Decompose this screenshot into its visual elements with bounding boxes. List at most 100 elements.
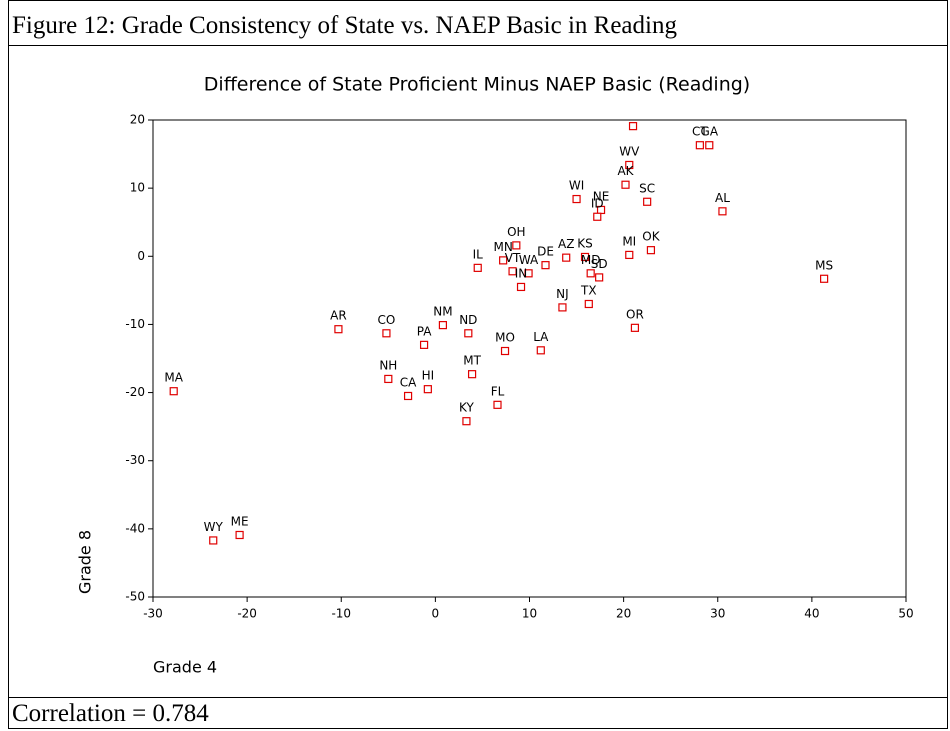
y-tick-label: -50 [125,590,145,604]
point-label: AK [617,164,634,178]
point-label: MT [463,354,481,368]
point-label: MA [164,371,183,385]
point [820,274,829,283]
x-tick-label: -20 [237,607,257,621]
point-label: OH [507,225,525,239]
y-tick-label: 20 [130,113,145,127]
point [169,387,178,396]
point-label: CO [378,313,396,327]
footer: Correlation = 0.784 [8,697,948,731]
point [630,323,640,332]
point [516,282,526,292]
y-tick-label: -30 [125,453,145,467]
point-label: MI [622,234,636,248]
point-label: ID [591,196,604,210]
point [558,303,567,312]
point [572,194,581,204]
point [462,417,471,426]
point-label: HI [422,369,435,383]
point-label: DE [537,245,554,259]
point-label: IN [515,266,528,280]
point-label: CA [400,375,417,389]
point [695,141,704,150]
point-label: OR [626,307,644,321]
point [423,385,432,394]
point [718,207,727,216]
x-tick-label: 30 [710,607,725,621]
figure-frame [8,0,948,729]
point [493,400,502,409]
point-label: KS [577,236,593,250]
point [580,252,590,262]
point [625,250,634,260]
x-tick-label: -10 [331,607,351,621]
point-label: KY [459,401,474,415]
x-tick-label: 50 [898,607,913,621]
y-tick-label: 0 [137,249,145,263]
point [499,256,508,265]
point [512,241,521,250]
point [473,263,482,272]
point [419,340,429,349]
point-label: NM [433,305,452,319]
point-label: WA [519,253,539,267]
point [467,370,477,379]
point-label: AZ [558,237,574,251]
point-label: GA [701,125,719,139]
x-tick-label: 10 [522,607,537,621]
y-tick-label: -10 [125,317,145,331]
x-tick-label: -30 [143,607,163,621]
point-label: WI [569,179,584,193]
point [384,374,393,384]
y-axis-label: Grade 8 [76,530,95,594]
x-tick-label: 0 [432,607,440,621]
point [621,180,630,189]
x-axis-label: Grade 4 [153,658,217,677]
point-label: ND [459,313,477,327]
point [586,269,595,278]
x-tick-label: 20 [616,607,631,621]
point-label: MS [815,258,833,272]
point-label: AR [330,309,347,323]
point [536,346,545,355]
point-label: MO [495,331,515,345]
point-label: NE [593,189,610,203]
point [646,246,656,255]
point [235,530,244,540]
y-tick-label: -40 [125,521,145,535]
x-tick-label: 40 [804,607,819,621]
point [625,160,634,170]
point-label: TX [580,283,597,297]
point [593,212,602,221]
point-label: MN [493,240,512,254]
plot-frame [152,119,907,598]
point-label: LA [533,330,549,344]
y-tick-label: -20 [125,385,145,399]
point [705,141,714,150]
point-label: ME [231,514,249,528]
point [438,321,448,330]
point-label: AL [715,191,730,205]
point [643,197,652,206]
point [382,329,391,338]
point-label: FL [491,384,505,398]
point-label: MD [581,253,601,267]
point [524,269,533,278]
figure-title: Figure 12: Grade Consistency of State vs… [8,0,948,46]
point [464,329,473,338]
point [209,536,218,545]
point [595,273,604,282]
y-tick-label: 10 [130,181,145,195]
point-label: SD [591,257,608,271]
point-label: OK [642,230,660,244]
point [508,267,517,276]
point-label: NJ [556,287,569,301]
point-label: VT [505,251,521,265]
point-label: SC [639,181,655,195]
point [541,261,550,270]
point-label: NH [379,358,397,372]
point [562,253,571,262]
point-label: CT [692,125,708,139]
point-label: IL [473,247,484,261]
